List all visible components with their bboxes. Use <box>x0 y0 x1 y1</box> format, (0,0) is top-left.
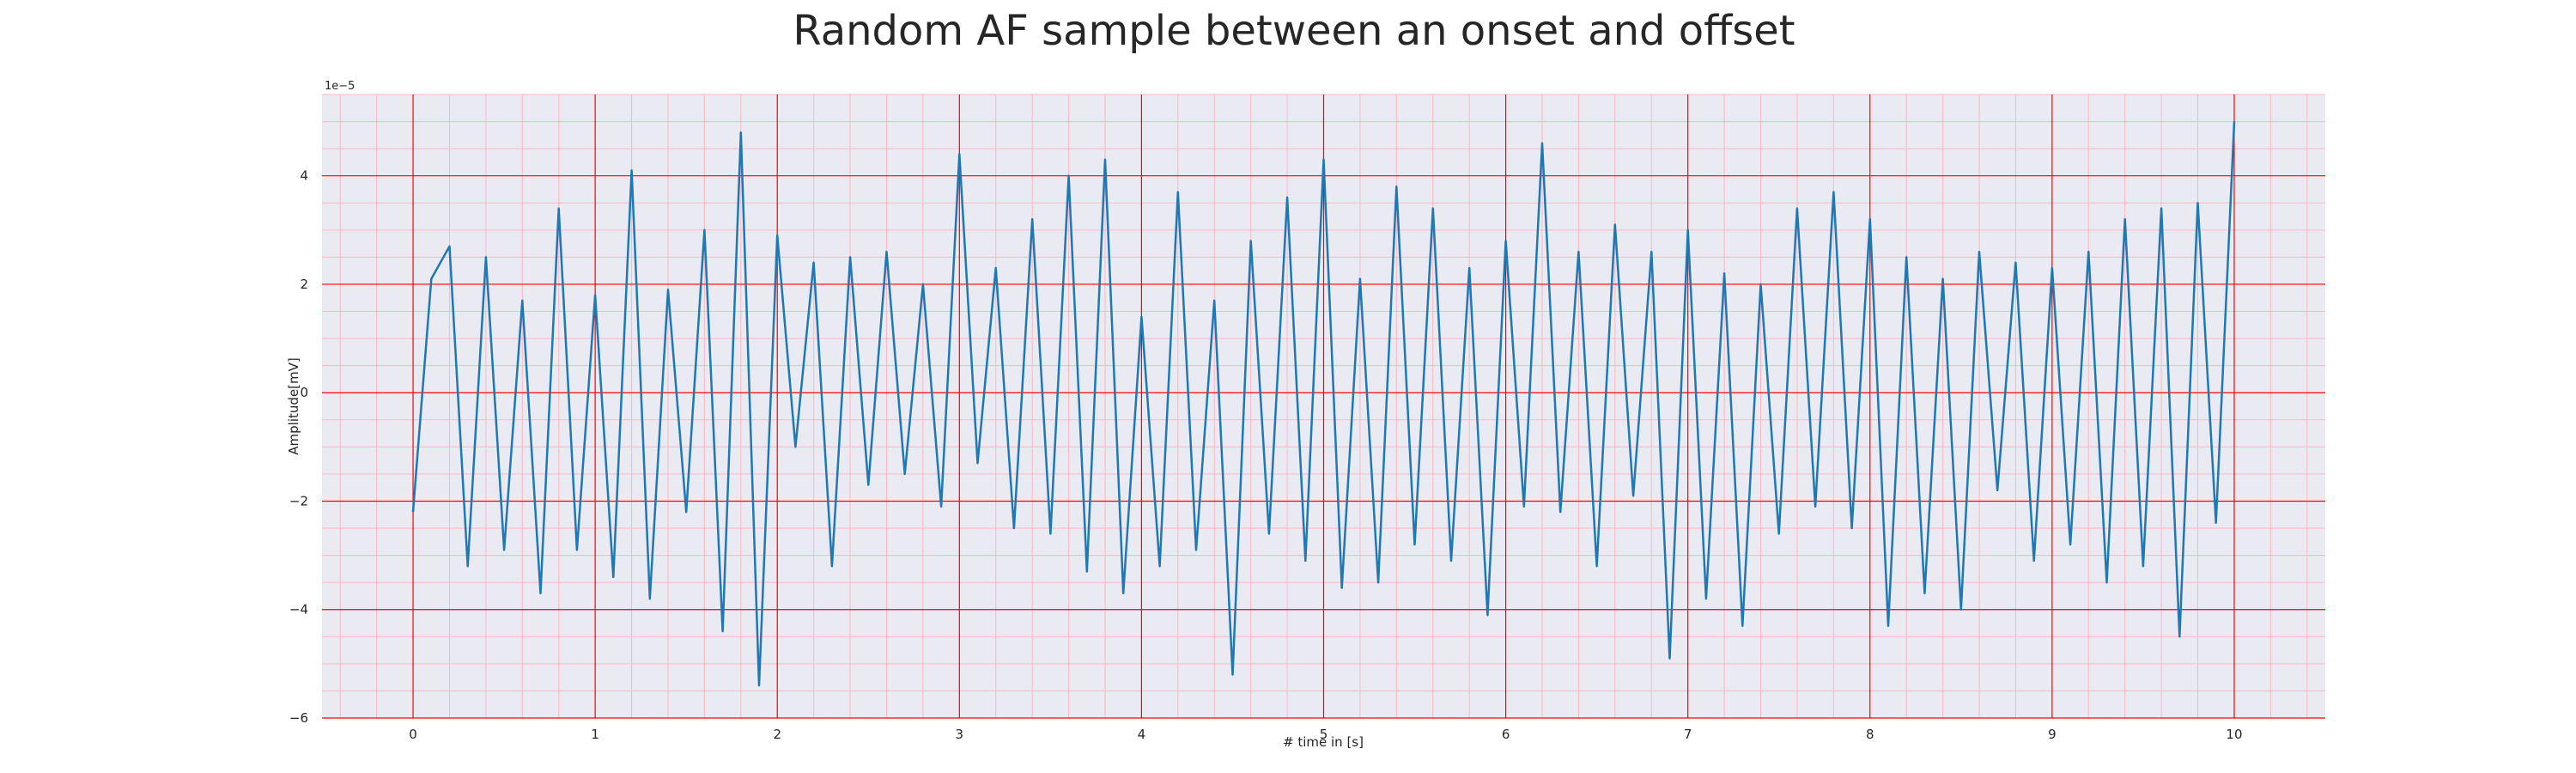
x-tick-label: 8 <box>1866 727 1874 742</box>
y-offset-label: 1e−5 <box>325 80 355 93</box>
x-tick-label: 7 <box>1684 727 1692 742</box>
x-tick-label: 3 <box>956 727 964 742</box>
x-tick-label: 2 <box>773 727 781 742</box>
y-tick-label: −6 <box>289 710 308 726</box>
x-tick-label: 6 <box>1502 727 1510 742</box>
series-line <box>411 121 2236 687</box>
x-tick-label: 1 <box>591 727 599 742</box>
y-axis-ticks: −6 −4 −2 0 2 4 <box>289 168 308 726</box>
x-tick-label: 0 <box>409 727 417 742</box>
x-axis-label: # time in [s] <box>1283 734 1364 750</box>
chart-title: Random AF sample between an onset and of… <box>793 7 1795 55</box>
y-tick-label: 2 <box>300 277 308 292</box>
y-axis-label: Amplitude[mV] <box>286 357 301 454</box>
x-tick-label: 5 <box>1320 727 1328 742</box>
major-grid <box>322 94 2325 719</box>
x-tick-label: 9 <box>2048 727 2057 742</box>
x-axis-ticks: 0 1 2 3 4 5 6 7 8 9 10 <box>409 727 2242 742</box>
x-tick-label: 10 <box>2226 727 2242 742</box>
x-tick-label: 4 <box>1138 727 1146 742</box>
series-layer <box>411 121 2236 687</box>
y-tick-label: −4 <box>289 602 308 618</box>
y-tick-label: 4 <box>300 168 308 184</box>
y-tick-label: 0 <box>300 385 308 400</box>
y-tick-label: −2 <box>289 493 308 508</box>
